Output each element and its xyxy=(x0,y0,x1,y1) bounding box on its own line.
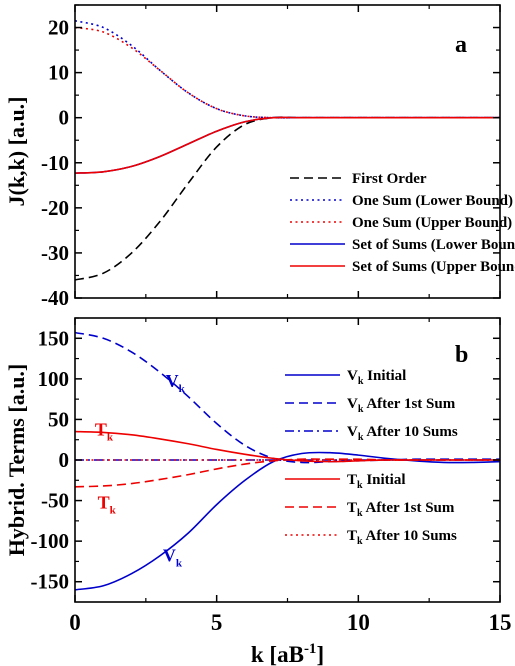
plot-area xyxy=(75,331,500,591)
x-tick-label: 5 xyxy=(211,610,223,635)
y-tick-label: 150 xyxy=(38,326,70,350)
legend-label-3: One Sum (Upper Bound) xyxy=(352,215,512,231)
x-tick-label: 0 xyxy=(69,610,81,635)
annotation-4: Vk xyxy=(163,545,183,569)
y-tick-label: -10 xyxy=(41,151,69,175)
y-tick-label: -50 xyxy=(41,489,69,513)
axes-frame xyxy=(74,4,501,299)
legend-label-4: Tk Initial xyxy=(347,472,406,491)
series-line-2 xyxy=(75,331,500,464)
y-tick-label: -40 xyxy=(41,286,69,310)
y-axis-label: J(k,k) [a.u.] xyxy=(4,96,29,206)
legend-label-5: Tk After 1st Sum xyxy=(347,500,455,519)
y-tick-label: -30 xyxy=(41,241,69,265)
y-tick-label: -100 xyxy=(31,529,70,553)
annotation-3: Tk xyxy=(98,493,117,517)
y-tick-label: 10 xyxy=(48,61,69,85)
legend-label-4: Set of Sums (Lower Bound) xyxy=(352,237,515,253)
y-axis-label: Hybrid. Terms [a.u.] xyxy=(4,364,29,557)
x-tick-label: 15 xyxy=(489,610,512,635)
plot-area xyxy=(75,19,500,281)
series-line-3 xyxy=(75,26,500,119)
panel-label: a xyxy=(455,32,467,58)
legend-label-6: Tk After 10 Sums xyxy=(347,528,457,547)
annotation-1: Vk xyxy=(166,371,186,395)
legend-label-2: One Sum (Lower Bound) xyxy=(352,193,513,209)
x-tick-label: 10 xyxy=(347,610,370,635)
legend: First Order One Sum (Lower Bound) One Sum … xyxy=(290,171,515,275)
series-line-5 xyxy=(75,458,500,488)
legend-label-3: Vk After 10 Sums xyxy=(347,424,458,443)
series-line-5 xyxy=(75,116,500,174)
y-tick-label: 100 xyxy=(38,367,70,391)
x-axis-label: k [aB-1] xyxy=(251,641,324,666)
y-tick-label: -20 xyxy=(41,196,69,220)
panel-label: b xyxy=(455,342,468,368)
y-tick-label: 0 xyxy=(59,106,70,130)
series-line-2 xyxy=(75,19,500,119)
annotation-2: Tk xyxy=(95,420,114,444)
legend: Vk Initial Vk After 1st Sum Vk After 10 Su… xyxy=(285,368,458,547)
y-tick-label: 0 xyxy=(59,448,70,472)
legend-label-1: Vk Initial xyxy=(347,368,406,387)
y-tick-label: 20 xyxy=(48,16,69,40)
legend-label-2: Vk After 1st Sum xyxy=(347,396,456,415)
panel-a: 20 10 0 -10 -20 -30 -40 J(k,k) [a.u.] a First Ord… xyxy=(4,4,515,310)
legend-label-5: Set of Sums (Upper Bound) xyxy=(352,259,515,275)
legend-label-1: First Order xyxy=(352,171,427,187)
y-tick-label: -150 xyxy=(31,570,70,594)
series-line-1 xyxy=(75,451,500,591)
y-tick-label: 50 xyxy=(48,407,69,431)
